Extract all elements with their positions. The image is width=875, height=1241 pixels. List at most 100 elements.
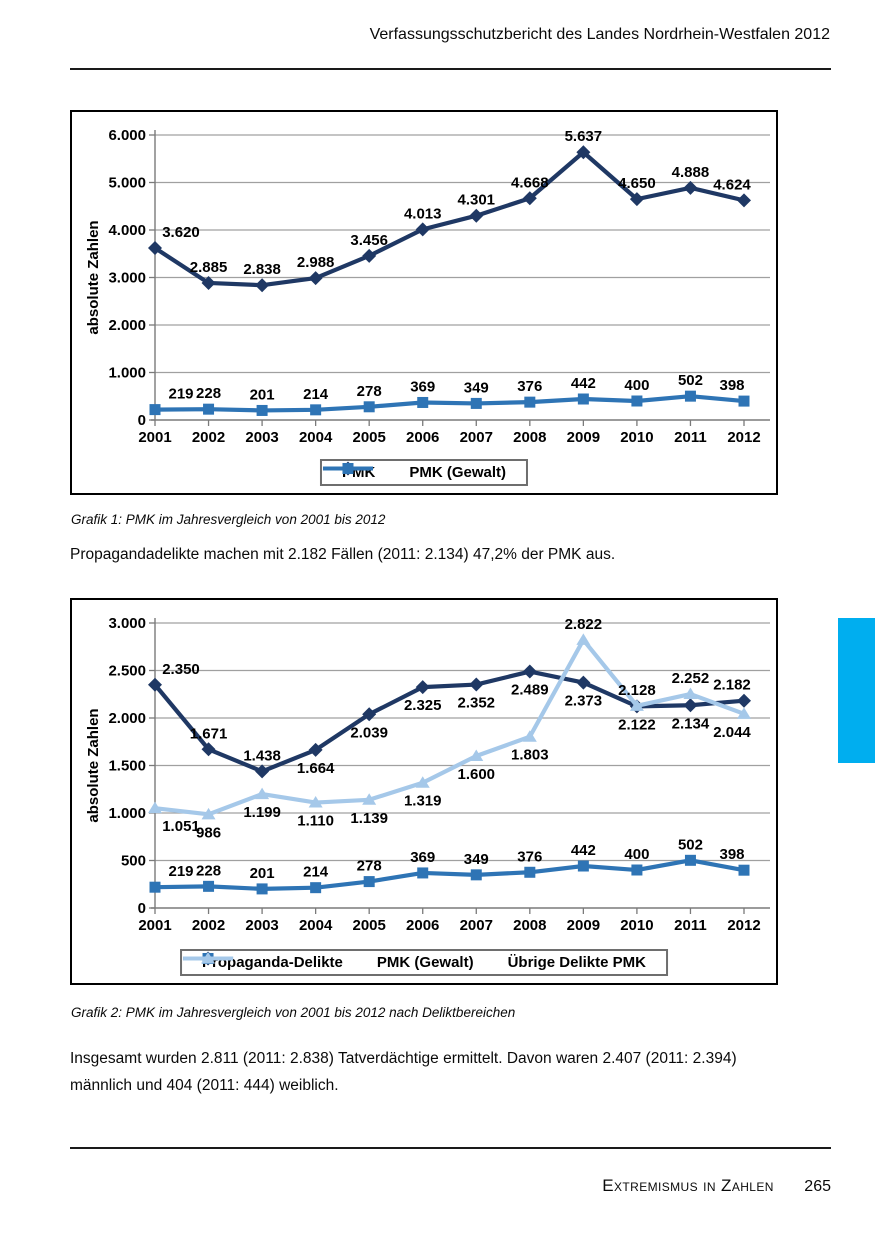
- x-axis-tick-label: 2006: [406, 429, 439, 446]
- y-axis-tick-label: 3.000: [108, 615, 146, 632]
- chart-legend: PMK PMK (Gewalt): [319, 459, 529, 486]
- data-point-marker: [631, 395, 643, 407]
- data-point-marker: [201, 742, 216, 757]
- x-axis-tick-label: 2012: [727, 917, 760, 934]
- x-axis-tick-label: 2006: [406, 917, 439, 934]
- data-point-marker: [201, 275, 216, 290]
- data-label: 376: [517, 848, 542, 865]
- y-axis-tick-label: 2.000: [108, 317, 146, 334]
- data-point-marker: [629, 192, 644, 207]
- data-label: 349: [464, 851, 489, 868]
- y-axis-tick-label: 5.000: [108, 175, 146, 192]
- grafik-2-caption: Grafik 2: PMK im Jahresvergleich von 200…: [71, 1005, 516, 1020]
- x-axis-tick-label: 2008: [513, 429, 546, 446]
- data-label: 369: [410, 378, 435, 395]
- y-axis-tick-label: 2.500: [108, 663, 146, 680]
- legend-marker-sample: [322, 463, 373, 474]
- data-label: 398: [719, 846, 744, 863]
- data-point-marker: [524, 866, 536, 878]
- x-axis-tick-label: 2005: [352, 429, 385, 446]
- x-axis-tick-label: 2010: [620, 429, 653, 446]
- data-label: 2.988: [297, 254, 335, 271]
- data-label: 2.134: [672, 715, 710, 732]
- legend-label: PMK (Gewalt): [409, 464, 507, 481]
- chart-canvas: 0 1.000 2.000 3.000 4.000 5.000 6.000 2001 2002 2…: [85, 127, 770, 446]
- data-label: 278: [357, 858, 382, 875]
- y-axis-tick-label: 2.000: [108, 710, 146, 727]
- footer-section-label: Extremismus in Zahlen: [602, 1176, 774, 1195]
- data-point-marker: [684, 854, 696, 866]
- x-axis-tick-label: 2011: [674, 917, 707, 934]
- data-label: 1.600: [457, 766, 495, 783]
- data-point-marker: [577, 860, 589, 872]
- x-axis-tick-label: 2009: [567, 429, 600, 446]
- data-point-marker: [576, 145, 591, 160]
- page-footer: Extremismus in Zahlen 265: [602, 1176, 831, 1196]
- x-axis-tick-label: 2012: [727, 429, 760, 446]
- data-point-marker: [255, 764, 270, 779]
- grafik-1-caption: Grafik 1: PMK im Jahresvergleich von 200…: [71, 512, 386, 527]
- data-point-marker: [148, 677, 162, 692]
- data-label: 400: [624, 846, 649, 863]
- data-point-marker: [255, 787, 270, 800]
- legend-label: PMK (Gewalt): [376, 954, 474, 971]
- data-label: 1.051: [162, 818, 200, 835]
- grafik-1-chart: 0 1.000 2.000 3.000 4.000 5.000 6.000 2001 2002 2…: [70, 110, 778, 495]
- data-point-marker: [417, 396, 429, 408]
- data-label: 2.044: [713, 724, 751, 741]
- data-label: 2.373: [565, 693, 603, 710]
- data-point-marker: [363, 401, 375, 413]
- grafik-2-chart: 0 500 1.000 1.500 2.000 2.500 3.000 2001 2002 200…: [70, 598, 778, 985]
- data-point-marker: [737, 693, 751, 708]
- y-axis-title: absolute Zahlen: [85, 708, 102, 822]
- data-label: 228: [196, 385, 221, 402]
- data-point-marker: [417, 867, 429, 879]
- series-line: [154, 637, 745, 817]
- data-label: 3.456: [350, 232, 388, 249]
- data-point-marker: [310, 882, 322, 894]
- data-label: 502: [678, 836, 703, 853]
- data-point-marker: [684, 390, 696, 402]
- data-point-marker: [469, 677, 484, 692]
- y-axis-title: absolute Zahlen: [85, 220, 102, 334]
- footer-page-number: 265: [804, 1178, 831, 1195]
- data-label: 5.637: [565, 128, 603, 145]
- data-point-marker: [308, 796, 323, 808]
- data-label: 3.620: [162, 224, 200, 241]
- data-point-marker: [149, 881, 161, 893]
- data-point-marker: [308, 742, 323, 757]
- x-axis-tick-label: 2004: [299, 429, 333, 446]
- footer-rule: [70, 1147, 831, 1149]
- data-point-marker: [415, 680, 430, 695]
- data-label: 201: [250, 386, 275, 403]
- data-label: 502: [678, 372, 703, 389]
- x-axis-tick-label: 2005: [352, 917, 385, 934]
- data-point-marker: [415, 222, 430, 237]
- x-axis-tick-label: 2002: [192, 917, 225, 934]
- data-label: 2.128: [618, 682, 656, 699]
- data-label: 2.122: [618, 716, 656, 733]
- data-point-marker: [522, 191, 537, 206]
- data-point-marker: [363, 876, 375, 888]
- data-point-marker: [683, 687, 698, 700]
- data-point-marker: [576, 633, 591, 645]
- data-label: 2.489: [511, 682, 549, 699]
- data-point-marker: [683, 698, 698, 713]
- data-point-marker: [737, 193, 751, 208]
- data-label: 2.325: [404, 697, 442, 714]
- data-label: 214: [303, 864, 329, 881]
- x-axis-tick-label: 2001: [138, 917, 171, 934]
- data-label: 219: [168, 386, 193, 403]
- data-label: 986: [196, 824, 221, 841]
- data-point-marker: [362, 707, 377, 722]
- page-header-title: Verfassungsschutzbericht des Landes Nord…: [369, 26, 830, 43]
- data-label: 228: [196, 862, 221, 879]
- data-point-marker: [203, 880, 215, 892]
- data-point-marker: [470, 397, 482, 409]
- data-point-marker: [469, 208, 484, 223]
- series-line: [154, 394, 745, 413]
- data-point-marker: [522, 730, 537, 742]
- data-point-marker: [148, 801, 162, 814]
- x-axis-tick-label: 2003: [245, 917, 278, 934]
- series-line: [153, 150, 745, 288]
